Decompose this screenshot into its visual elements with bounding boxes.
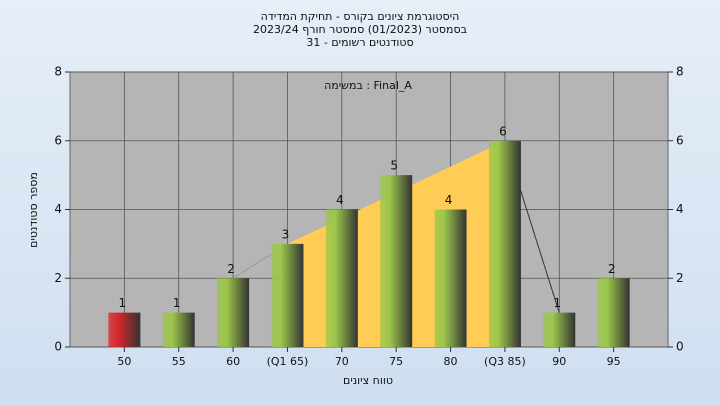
x-tick-label: 50 (117, 355, 131, 368)
value-label: 5 (390, 159, 398, 173)
y2-tick-label: 6 (676, 133, 684, 147)
x-tick-label: 60 (226, 355, 240, 368)
y-tick-label: 2 (54, 271, 62, 285)
x-tick-label: 75 (389, 355, 403, 368)
y2-tick-label: 8 (676, 65, 684, 79)
bar (488, 140, 521, 347)
value-label: 1 (553, 296, 561, 310)
title-line: סטודנטים רשומים - 31 (306, 36, 413, 49)
value-label: 4 (445, 193, 453, 207)
x-tick-label: (Q1 65) (267, 355, 309, 368)
y2-tick-label: 2 (676, 271, 684, 285)
bar (162, 312, 195, 347)
x-tick-label: 90 (552, 355, 566, 368)
x-tick-label: 55 (172, 355, 186, 368)
x-tick-label: 80 (444, 355, 458, 368)
x-tick-label: 70 (335, 355, 349, 368)
x-axis-label: טווח ציונים (343, 374, 393, 387)
y2-tick-label: 0 (676, 340, 684, 354)
bar (217, 278, 250, 347)
title-line: בסמסטר (01/2023) סמסטר חורף 2023/24 (253, 23, 467, 36)
annotation: במשימה : Final_A (324, 79, 412, 92)
y-tick-label: 8 (54, 65, 62, 79)
value-label: 4 (336, 193, 344, 207)
title-line: היסטוגרמת ציונים בקורס - תחיקת המדידה (261, 10, 460, 23)
y-tick-label: 4 (54, 202, 62, 216)
bar (108, 312, 141, 347)
y-tick-label: 6 (54, 133, 62, 147)
y-tick-label: 0 (54, 340, 62, 354)
x-tick-label: 95 (607, 355, 621, 368)
value-label: 6 (499, 124, 507, 138)
value-label: 1 (119, 296, 127, 310)
value-label: 3 (282, 227, 290, 241)
x-tick-label: (Q3 85) (484, 355, 526, 368)
bar (271, 243, 304, 347)
y2-tick-label: 4 (676, 202, 684, 216)
value-label: 1 (173, 296, 181, 310)
bar (597, 278, 630, 347)
y-axis-label: מספר סטודנטים (27, 172, 40, 248)
bar (434, 209, 467, 347)
bar (543, 312, 576, 347)
bar (325, 209, 358, 347)
value-label: 2 (608, 262, 616, 276)
bar (380, 175, 413, 347)
value-label: 2 (227, 262, 235, 276)
